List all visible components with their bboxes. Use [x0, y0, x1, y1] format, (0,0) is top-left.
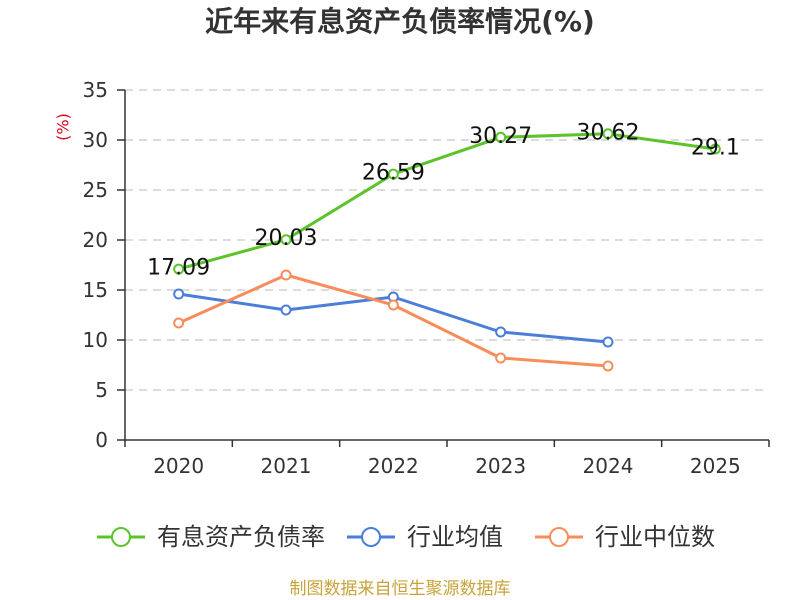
industry-average-point	[495, 326, 507, 338]
legend-icon-marker	[111, 527, 131, 547]
interest-bearing-debt-ratio-point	[387, 168, 399, 180]
interest-bearing-debt-ratio-point	[280, 234, 292, 246]
interest-bearing-debt-ratio-point	[709, 143, 721, 155]
industry-median-point	[602, 360, 614, 372]
y-tick-label: 5	[95, 378, 108, 402]
industry-average-point	[280, 304, 292, 316]
legend: 有息资产负债率 行业均值 行业中位数	[97, 523, 715, 551]
x-tick-label: 2022	[368, 454, 419, 478]
data-label: 20.03	[255, 226, 318, 251]
legend-item-interest-bearing-debt-ratio[interactable]: 有息资产负债率	[97, 523, 325, 551]
y-tick-label: 10	[83, 328, 108, 352]
legend-item-industry-median[interactable]: 行业中位数	[535, 523, 715, 551]
x-tick-label: 2025	[690, 454, 741, 478]
interest-bearing-debt-ratio-point	[495, 131, 507, 143]
industry-median-point	[495, 352, 507, 364]
x-axis: 2020 2021 2022 2023 2024 2025	[124, 439, 770, 478]
industry-median-point	[387, 299, 399, 311]
x-tick-label: 2020	[153, 454, 204, 478]
y-tick-label: 35	[83, 78, 108, 102]
data-label: 30.62	[577, 120, 640, 145]
industry-median-point	[280, 269, 292, 281]
y-tick-label: 30	[83, 128, 108, 152]
data-label: 30.27	[469, 124, 532, 149]
x-tick-label: 2023	[475, 454, 526, 478]
legend-label: 有息资产负债率	[157, 523, 325, 551]
legend-icon-marker	[549, 527, 569, 547]
series-group: 17.09 20.03 26.59 30.27 30.62 29.1	[147, 120, 740, 372]
chart-title: 近年来有息资产负债率情况(%)	[205, 5, 595, 38]
legend-label: 行业均值	[407, 523, 503, 551]
y-axis-title: (%)	[54, 113, 73, 141]
x-tick-label: 2021	[261, 454, 312, 478]
data-label: 17.09	[147, 256, 210, 281]
y-tick-label: 20	[83, 228, 108, 252]
data-label: 26.59	[362, 161, 425, 186]
legend-label: 行业中位数	[595, 523, 715, 551]
y-tick-label: 25	[83, 178, 108, 202]
legend-item-industry-average[interactable]: 行业均值	[347, 523, 503, 551]
x-tick-label: 2024	[583, 454, 634, 478]
legend-icon	[347, 527, 395, 547]
data-label: 29.1	[691, 136, 740, 161]
industry-average-point	[173, 288, 185, 300]
legend-icon	[535, 527, 583, 547]
interest-bearing-debt-ratio-point	[173, 263, 185, 275]
y-tick-label: 0	[95, 428, 108, 452]
legend-icon-marker	[361, 527, 381, 547]
industry-average-point	[602, 336, 614, 348]
y-tick-label: 15	[83, 278, 108, 302]
industry-median-point	[173, 317, 185, 329]
series-line-interest-bearing-debt-ratio	[177, 132, 717, 271]
interest-bearing-debt-ratio-point	[602, 128, 614, 140]
gridlines	[125, 89, 769, 391]
source-note: 制图数据来自恒生聚源数据库	[289, 579, 511, 599]
series-line-industry-median	[177, 273, 610, 368]
y-axis: 0 5 10 15 20 25 30 35	[83, 78, 126, 452]
legend-icon	[97, 527, 145, 547]
